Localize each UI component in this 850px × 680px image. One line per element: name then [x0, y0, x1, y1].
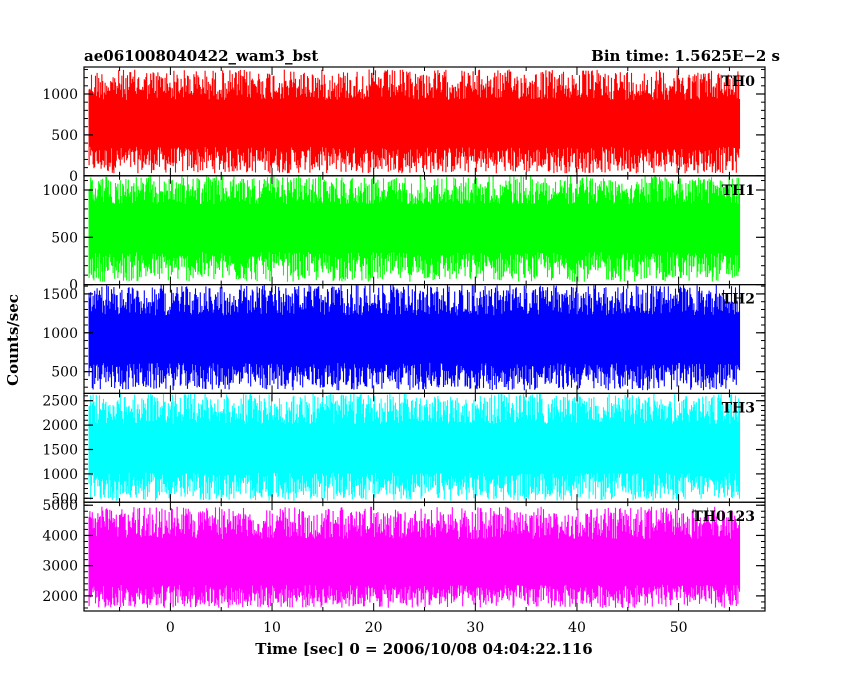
y-tick-label: 3000	[42, 559, 78, 575]
series-th1	[88, 175, 741, 282]
y-tick-label: 500	[51, 491, 78, 507]
y-tick-label: 1000	[42, 87, 78, 103]
y-tick-label: 500	[51, 230, 78, 246]
y-tick-label: 1000	[42, 183, 78, 199]
series-th0	[88, 69, 741, 174]
y-tick-label: 2000	[42, 418, 78, 434]
y-tick-label: 2500	[42, 394, 78, 410]
y-tick-label: 500	[51, 128, 78, 144]
x-tick-label: 20	[365, 620, 383, 636]
x-tick-label: 30	[466, 620, 484, 636]
y-tick-label: 1500	[42, 443, 78, 459]
panel-label-th0: TH0	[722, 74, 756, 90]
x-tick-label: 10	[263, 620, 281, 636]
y-tick-label: 500	[51, 365, 78, 381]
panel-label-th1: TH1	[722, 183, 755, 199]
x-tick-label: 50	[670, 620, 688, 636]
panel-label-th3: TH3	[722, 400, 755, 416]
y-tick-label: 5000	[42, 498, 78, 514]
y-tick-label: 2000	[42, 589, 78, 605]
series-th2	[88, 284, 741, 391]
y-tick-label: 4000	[42, 528, 78, 544]
x-axis-label: Time [sec] 0 = 2006/10/08 04:04:22.116	[255, 640, 592, 658]
panel-label-th2: TH2	[722, 292, 755, 308]
chart-right-title: Bin time: 1.5625E−2 s	[591, 47, 780, 65]
x-tick-label: 0	[166, 620, 175, 636]
y-axis-label: Counts/sec	[4, 294, 22, 386]
x-axis: 0 10 20 30 40 50	[166, 620, 688, 636]
y-tick-label: 1000	[42, 467, 78, 483]
chart-left-title: ae061008040422_wam3_bst	[84, 47, 318, 65]
x-tick-label: 40	[568, 620, 586, 636]
panel-label-th0123: TH0123	[692, 509, 755, 525]
y-tick-label: 1000	[42, 326, 78, 342]
y-tick-label: 0	[69, 278, 78, 294]
panels-group: 0 500 1000 TH0 0 500 1000 TH1 500 1000 1500 TH2 500 1…	[42, 66, 766, 612]
series-th0123	[88, 506, 741, 608]
y-tick-label: 1500	[42, 287, 78, 303]
series-th3	[88, 393, 741, 501]
y-tick-label: 0	[69, 169, 78, 185]
